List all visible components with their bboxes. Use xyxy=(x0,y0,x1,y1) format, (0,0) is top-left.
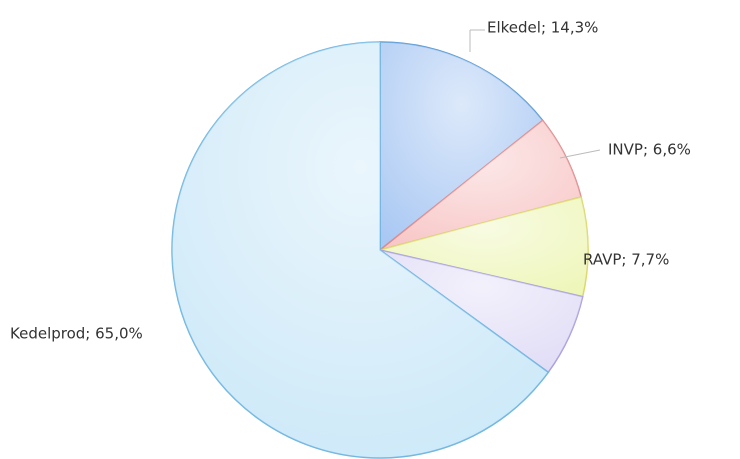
slice-shine xyxy=(380,250,583,373)
slice-shine xyxy=(380,197,588,297)
leader-line xyxy=(559,149,601,159)
data-label: Kedelprod; 65,0% xyxy=(10,325,143,343)
data-label: INVP; 6,6% xyxy=(608,141,691,159)
slice-shine xyxy=(380,42,543,250)
data-label: RAVP; 7,7% xyxy=(583,251,669,269)
data-label: Elkedel; 14,3% xyxy=(487,19,598,37)
slice-shine xyxy=(380,120,582,250)
slice-shine xyxy=(171,42,549,459)
